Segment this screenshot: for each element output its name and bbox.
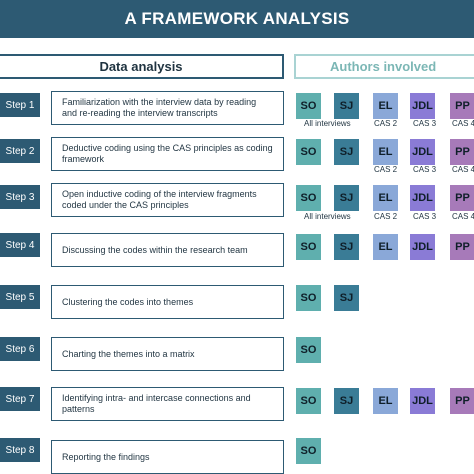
step-3-caption-pp: CAS 4	[452, 212, 474, 221]
step-4-author-pp: PP	[450, 234, 474, 260]
step-3-tab: Step 3	[0, 185, 40, 209]
step-3-caption-jdl: CAS 3	[413, 212, 437, 221]
step-7-author-so: SO	[296, 388, 321, 414]
step-1-author-jdl: JDL	[410, 93, 435, 119]
step-1-caption-jdl: CAS 3	[413, 119, 437, 128]
step-2-caption-pp: CAS 4	[452, 165, 474, 174]
step-6-author-so: SO	[296, 337, 321, 363]
step-5-tab: Step 5	[0, 285, 40, 309]
step-6-tab: Step 6	[0, 337, 40, 361]
step-4-author-el: EL	[373, 234, 398, 260]
step-2-author-so: SO	[296, 139, 321, 165]
step-3-caption-so: All interviews	[304, 212, 351, 221]
step-4-author-jdl: JDL	[410, 234, 435, 260]
step-7-author-pp: PP	[450, 388, 474, 414]
step-1-author-pp: PP	[450, 93, 474, 119]
step-6-description: Charting the themes into a matrix	[51, 337, 284, 371]
step-2-description: Deductive coding using the CAS principle…	[51, 137, 284, 171]
step-1-caption-pp: CAS 4	[452, 119, 474, 128]
step-2-tab: Step 2	[0, 139, 40, 163]
step-8-description: Reporting the findings	[51, 440, 284, 474]
step-1-caption-so: All interviews	[304, 119, 351, 128]
step-1-tab: Step 1	[0, 93, 40, 117]
step-1-author-sj: SJ	[334, 93, 359, 119]
step-2-caption-jdl: CAS 3	[413, 165, 437, 174]
step-3-author-so: SO	[296, 185, 321, 211]
step-4-author-sj: SJ	[334, 234, 359, 260]
step-5-description: Clustering the codes into themes	[51, 285, 284, 319]
step-7-author-jdl: JDL	[410, 388, 435, 414]
step-1-author-el: EL	[373, 93, 398, 119]
step-5-author-so: SO	[296, 285, 321, 311]
step-3-caption-el: CAS 2	[374, 212, 398, 221]
step-4-tab: Step 4	[0, 233, 40, 257]
step-7-author-sj: SJ	[334, 388, 359, 414]
step-2-author-jdl: JDL	[410, 139, 435, 165]
step-5-author-sj: SJ	[334, 285, 359, 311]
step-7-description: Identifying intra- and intercase connect…	[51, 387, 284, 421]
authors-involved-header: Authors involved	[294, 54, 474, 79]
step-3-author-pp: PP	[450, 185, 474, 211]
step-3-author-jdl: JDL	[410, 185, 435, 211]
data-analysis-header: Data analysis	[0, 54, 284, 79]
step-7-author-el: EL	[373, 388, 398, 414]
step-1-description: Familiarization with the interview data …	[51, 91, 284, 125]
step-1-caption-el: CAS 2	[374, 119, 398, 128]
step-2-author-sj: SJ	[334, 139, 359, 165]
step-7-tab: Step 7	[0, 387, 40, 411]
step-2-author-pp: PP	[450, 139, 474, 165]
step-4-author-so: SO	[296, 234, 321, 260]
step-1-author-so: SO	[296, 93, 321, 119]
step-3-description: Open inductive coding of the interview f…	[51, 183, 284, 217]
step-3-author-el: EL	[373, 185, 398, 211]
step-4-description: Discussing the codes within the research…	[51, 233, 284, 267]
step-2-author-el: EL	[373, 139, 398, 165]
step-8-author-so: SO	[296, 438, 321, 464]
step-8-tab: Step 8	[0, 438, 40, 462]
step-2-caption-el: CAS 2	[374, 165, 398, 174]
step-3-author-sj: SJ	[334, 185, 359, 211]
diagram-title: A FRAMEWORK ANALYSIS	[0, 0, 474, 38]
